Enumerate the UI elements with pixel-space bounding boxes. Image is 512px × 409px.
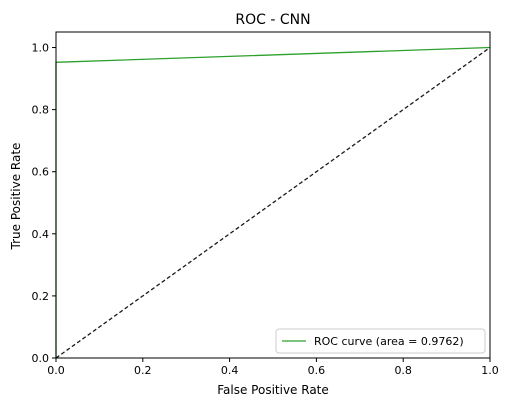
plot-area: 0.0 0.2 0.4 0.6 0.8 1.0 0.0 0.2 0.4 0.6 0.8 1.0 bbox=[32, 31, 499, 377]
x-tick-label-5: 1.0 bbox=[481, 364, 499, 377]
legend: ROC curve (area = 0.9762) bbox=[275, 328, 486, 354]
y-tick-label-3: 0.6 bbox=[32, 166, 50, 179]
chart-title: ROC - CNN bbox=[235, 12, 310, 28]
y-tick-label-2: 0.4 bbox=[32, 228, 50, 241]
x-tick-label-0: 0.0 bbox=[47, 364, 65, 377]
y-tick-label-1: 0.2 bbox=[32, 290, 50, 303]
legend-box bbox=[275, 328, 486, 354]
y-tick-label-4: 0.8 bbox=[32, 104, 50, 117]
x-axis-label: False Positive Rate bbox=[217, 383, 329, 397]
legend-label-0: ROC curve (area = 0.9762) bbox=[314, 335, 464, 348]
y-tick-label-5: 1.0 bbox=[32, 42, 50, 55]
x-tick-label-1: 0.2 bbox=[134, 364, 152, 377]
series-line-1 bbox=[55, 46, 491, 359]
x-tick-label-2: 0.4 bbox=[221, 364, 239, 377]
x-tick-label-4: 0.8 bbox=[394, 364, 412, 377]
y-axis-label: True Positive Rate bbox=[9, 143, 23, 251]
axes-frame bbox=[55, 31, 491, 359]
x-tick-label-3: 0.6 bbox=[308, 364, 326, 377]
y-tick-label-0: 0.0 bbox=[32, 352, 50, 365]
